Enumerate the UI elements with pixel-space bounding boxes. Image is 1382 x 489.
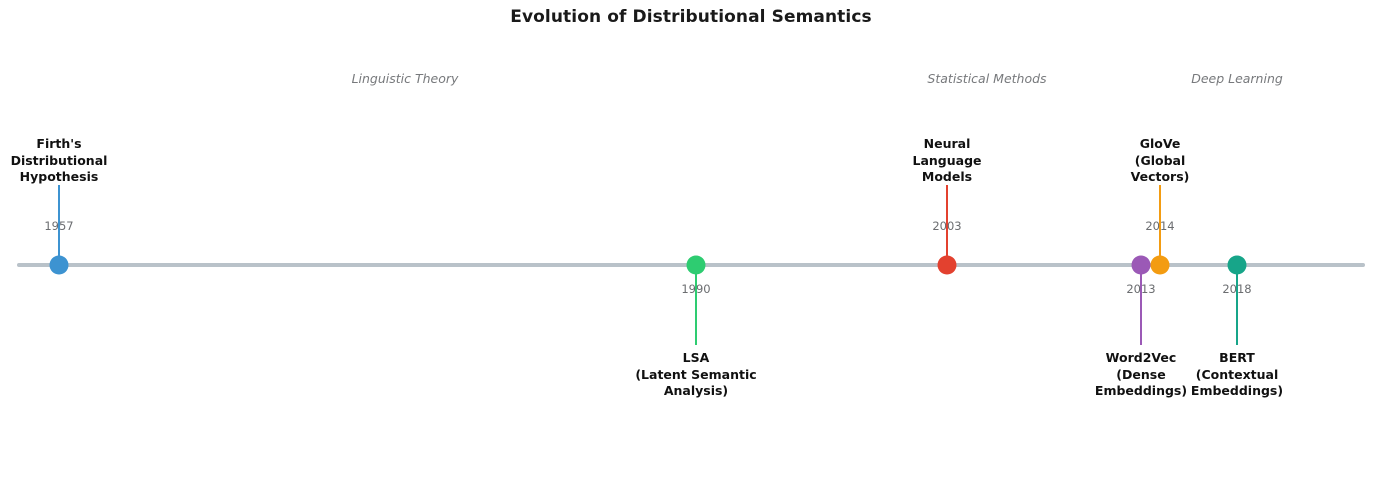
event-marker-dot[interactable] [937, 255, 957, 275]
event-stem [1236, 265, 1239, 345]
event-label: LSA (Latent Semantic Analysis) [635, 350, 757, 398]
event-year: 2013 [1126, 282, 1156, 296]
event-year: 1990 [681, 282, 711, 296]
event-label: GloVe (Global Vectors) [1130, 136, 1190, 184]
event-marker-dot[interactable] [1227, 255, 1247, 275]
event-marker-dot[interactable] [1131, 255, 1151, 275]
event-year: 2014 [1145, 219, 1175, 233]
event-label: Neural Language Models [912, 136, 982, 184]
era-label: Deep Learning [1191, 71, 1283, 86]
era-label: Linguistic Theory [351, 71, 459, 86]
event-label: BERT (Contextual Embeddings) [1190, 350, 1284, 398]
page-title: Evolution of Distributional Semantics [510, 7, 872, 27]
event-stem [1159, 185, 1162, 265]
event-label: Firth's Distributional Hypothesis [10, 136, 108, 184]
event-marker-dot[interactable] [686, 255, 706, 275]
event-stem [1140, 265, 1143, 345]
event-label: Word2Vec (Dense Embeddings) [1094, 350, 1188, 398]
event-marker-dot[interactable] [49, 255, 69, 275]
event-year: 2018 [1222, 282, 1252, 296]
event-stem [946, 185, 949, 265]
era-label: Statistical Methods [927, 71, 1047, 86]
event-stem [695, 265, 698, 345]
event-stem [58, 185, 61, 265]
event-year: 2003 [932, 219, 962, 233]
event-marker-dot[interactable] [1150, 255, 1170, 275]
event-year: 1957 [44, 219, 74, 233]
